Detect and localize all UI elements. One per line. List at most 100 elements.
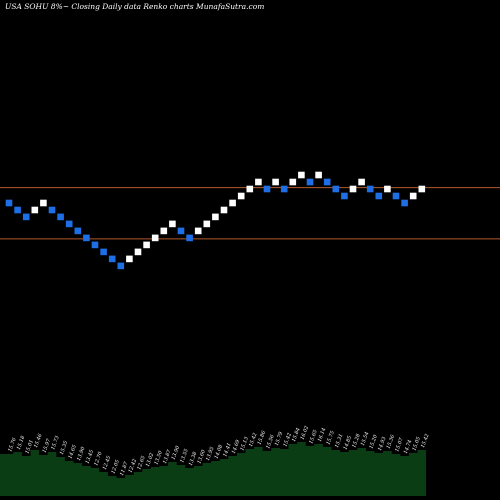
renko-brick-up	[384, 185, 391, 193]
brick-value-label: 13.90	[76, 445, 87, 461]
brick-value-label: 13.55	[179, 448, 190, 464]
renko-brick-down	[263, 185, 271, 193]
brick-value-label: 16.02	[300, 425, 311, 441]
renko-brick-up	[31, 206, 39, 214]
brick-value-label: 12.45	[102, 455, 113, 471]
brick-value-label: 12.05	[110, 459, 121, 475]
renko-brick-up	[40, 199, 47, 207]
renko-brick-down	[341, 192, 348, 200]
renko-brick-down	[57, 213, 64, 221]
renko-brick-down	[83, 234, 90, 242]
brick-value-label: 14.85	[343, 435, 354, 451]
brick-value-label: 15.20	[368, 433, 379, 449]
renko-brick-up	[212, 213, 219, 221]
renko-brick-up	[255, 178, 262, 186]
brick-value-label: 15.36	[386, 433, 397, 449]
brick-value-label: 13.50	[153, 449, 164, 465]
renko-brick-up	[418, 185, 426, 193]
chart-title: USA SOHU 8%~ Closing Daily data Renko ch…	[5, 2, 265, 11]
brick-value-label: 16.14	[317, 427, 328, 443]
brick-value-label: 13.90	[171, 444, 182, 460]
brick-value-label: 15.05	[411, 436, 422, 452]
renko-brick-up	[298, 171, 305, 179]
renko-brick-up	[409, 192, 417, 200]
renko-brick-up	[203, 220, 211, 228]
renko-brick-up	[246, 185, 254, 193]
brick-value-label: 15.42	[282, 432, 293, 448]
brick-value-label: 15.75	[325, 430, 336, 446]
renko-brick-down	[117, 262, 125, 270]
brick-value-label: 15.35	[59, 440, 70, 456]
brick-value-label: 15.86	[257, 429, 268, 445]
brick-value-label: 13.87	[162, 448, 173, 464]
renko-brick-down	[91, 241, 99, 249]
renko-brick-down	[323, 178, 331, 186]
brick-value-label: 15.84	[291, 427, 302, 443]
renko-brick-up	[220, 206, 228, 214]
renko-brick-up	[358, 178, 365, 186]
renko-bricks-layer	[5, 171, 426, 270]
brick-value-label: 14.65	[67, 444, 78, 460]
renko-brick-up	[160, 227, 168, 235]
renko-brick-down	[48, 206, 56, 214]
brick-value-label: 15.56	[265, 433, 276, 449]
brick-value-label: 15.76	[7, 436, 18, 452]
renko-brick-up	[169, 220, 176, 228]
renko-brick-up	[349, 185, 357, 193]
brick-value-label: 13.38	[188, 451, 199, 467]
brick-value-label: 15.97	[42, 437, 53, 453]
brick-value-label: 15.73	[50, 435, 61, 451]
renko-brick-down	[74, 227, 82, 235]
brick-value-label: 13.60	[196, 448, 207, 464]
renko-brick-up	[289, 178, 297, 186]
brick-value-label: 14.69	[231, 438, 242, 454]
brick-value-label: 15.13	[239, 436, 250, 452]
renko-brick-up	[126, 255, 133, 263]
brick-value-label: 14.08	[214, 444, 225, 460]
brick-value-label: 14.74	[403, 439, 414, 455]
renko-brick-up	[194, 227, 202, 235]
brick-value-label: 15.31	[334, 433, 345, 449]
brick-value-label: 15.18	[16, 435, 27, 451]
renko-brick-up	[134, 248, 142, 256]
renko-brick-down	[375, 192, 383, 200]
renko-brick-down	[280, 185, 288, 193]
renko-brick-down	[65, 220, 73, 228]
renko-brick-down	[401, 199, 408, 207]
brick-labels-layer: 15.7615.1815.0115.4615.9715.7315.3514.65…	[7, 425, 430, 477]
renko-brick-up	[272, 178, 279, 186]
brick-value-label: 15.42	[248, 432, 259, 448]
brick-value-label: 11.87	[119, 460, 130, 476]
volume-area	[0, 442, 427, 496]
brick-value-label: 12.70	[93, 450, 104, 466]
renko-brick-down	[332, 185, 340, 193]
brick-value-label: 13.95	[205, 446, 216, 462]
renko-brick-down	[108, 255, 116, 263]
renko-brick-up	[143, 241, 150, 249]
brick-value-label: 15.54	[360, 431, 371, 447]
brick-value-label: 15.79	[274, 430, 285, 446]
renko-brick-down	[392, 192, 400, 200]
brick-value-label: 13.45	[85, 449, 96, 465]
brick-value-label: 12.65	[136, 455, 147, 471]
brick-value-label: 14.41	[222, 442, 233, 458]
brick-value-label: 15.28	[351, 433, 362, 449]
brick-value-label: 15.46	[33, 432, 44, 448]
renko-brick-down	[22, 213, 30, 221]
renko-brick-down	[5, 199, 13, 207]
brick-value-label: 15.01	[24, 439, 35, 455]
brick-value-label: 15.42	[420, 433, 431, 449]
renko-brick-down	[100, 248, 107, 256]
renko-brick-up	[229, 199, 236, 207]
renko-brick-down	[14, 206, 21, 214]
renko-brick-up	[315, 171, 322, 179]
renko-brick-down	[306, 178, 314, 186]
renko-brick-down	[366, 185, 374, 193]
volume-area-layer	[0, 442, 427, 496]
brick-value-label: 14.93	[377, 436, 388, 452]
brick-value-label: 15.07	[394, 436, 405, 452]
brick-value-label: 15.65	[308, 429, 319, 445]
brick-value-label: 13.02	[145, 452, 156, 468]
renko-brick-up	[151, 234, 159, 242]
